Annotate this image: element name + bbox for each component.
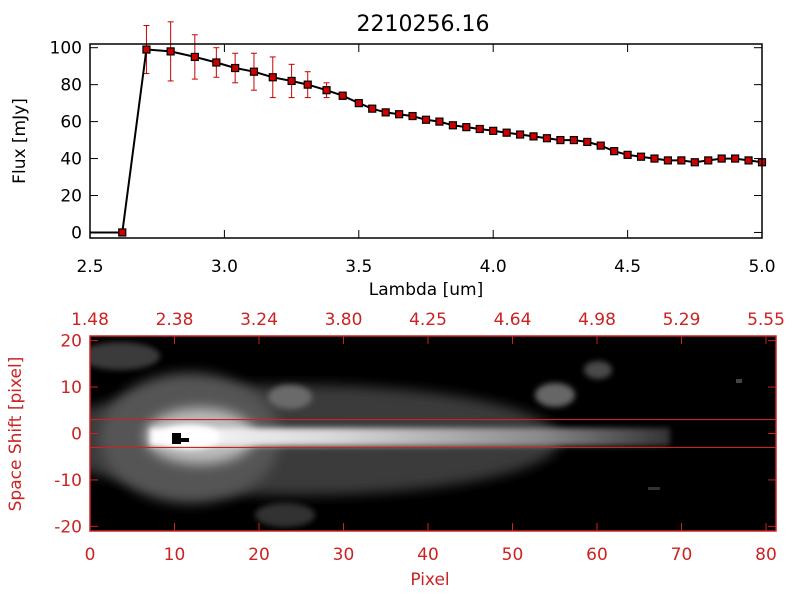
spectrum-point <box>118 228 127 237</box>
spectrum-y-tick-labels: 0 20 40 60 80 100 <box>50 39 82 244</box>
spectrum-line <box>90 48 763 234</box>
spectrum-frame <box>89 43 763 239</box>
image-top-tick-label: 2.38 <box>156 310 194 330</box>
image-x-tick-label: 60 <box>586 545 608 565</box>
image-x-tick-label: 20 <box>248 545 270 565</box>
spectrum-x-tick-label: 2.5 <box>76 257 103 277</box>
spectrum-point <box>717 154 726 163</box>
spectrum-x-tick-label: 4.0 <box>480 257 507 277</box>
spectrum-point <box>529 132 538 141</box>
spectrum-point <box>515 130 525 139</box>
image-emission <box>90 342 742 527</box>
spectrum-point <box>190 52 199 62</box>
spectrum-point <box>231 63 240 73</box>
spectrum-point <box>212 58 221 67</box>
spectrum-point <box>448 121 457 130</box>
spectrum-point <box>287 76 296 86</box>
image-x-tick-label: 80 <box>755 545 777 565</box>
spectrum-point <box>408 111 417 121</box>
spectrum-point <box>663 156 673 165</box>
image-y-tick-label: 10 <box>60 378 82 398</box>
spectrum-point <box>249 67 259 76</box>
spectrum-point <box>650 154 659 163</box>
image-y-label: Space Shift [pixel] <box>6 357 26 512</box>
spectrum-point <box>435 117 444 126</box>
spectrum-point <box>569 135 578 145</box>
spectrum-point <box>354 99 363 108</box>
spectrum-point <box>421 115 431 124</box>
spectrum-x-tick-label: 3.5 <box>345 257 372 277</box>
spectrum-point <box>338 91 347 100</box>
image-x-tick-label: 0 <box>85 545 96 565</box>
spectrum-markers <box>118 45 767 237</box>
spectrum-point <box>623 150 632 159</box>
spectrum-point <box>322 86 331 95</box>
image-bad-pixel <box>172 433 181 444</box>
spectrum-point <box>610 147 619 156</box>
image-top-tick-label: 5.29 <box>663 310 701 330</box>
spectrum-point <box>542 134 552 143</box>
spectrum-point <box>690 158 699 167</box>
spectrum-y-tick-label: 0 <box>71 223 82 243</box>
spectrum-point <box>556 135 565 145</box>
image-top-tick-label: 5.55 <box>747 310 785 330</box>
spectrum-tick-marks <box>89 44 763 238</box>
spectrum-x-tick-label: 3.0 <box>211 257 238 277</box>
spectrum-y-tick-label: 80 <box>60 76 82 96</box>
spectrum-y-label: Flux [mJy] <box>10 98 30 184</box>
spectrum-point <box>744 156 753 165</box>
spectrum-point <box>583 137 592 147</box>
image-x-tick-label: 30 <box>333 545 355 565</box>
spectrum-point <box>381 108 390 117</box>
spectrum-x-tick-label: 5.0 <box>748 257 775 277</box>
spectrum-y-tick-label: 40 <box>60 150 82 170</box>
spectrum-point <box>502 128 511 137</box>
image-x-label: Pixel <box>410 570 449 590</box>
spectrum-x-tick-labels: 2.5 3.0 3.5 4.0 4.5 5.0 <box>76 257 775 277</box>
spectrum-point <box>596 141 605 150</box>
spectrum-point <box>636 152 646 161</box>
image-top-tick-label: 1.48 <box>71 310 109 330</box>
spectrum-y-tick-label: 60 <box>60 113 82 133</box>
spectrum-point <box>677 156 686 165</box>
spectrum-x-tick-label: 4.5 <box>614 257 641 277</box>
image-tick-marks <box>89 336 776 531</box>
image-top-tick-label: 4.64 <box>494 310 532 330</box>
image-y-tick-label: 0 <box>71 425 82 445</box>
spectrum-point <box>395 110 404 119</box>
spectrum-point <box>142 45 151 54</box>
spectrum-point <box>303 80 312 89</box>
spectrum-y-tick-label: 20 <box>60 187 82 207</box>
image-top-tick-label: 4.25 <box>409 310 447 330</box>
image-y-tick-labels: -20 -10 0 10 20 <box>54 332 82 538</box>
image-top-tick-label: 3.80 <box>325 310 363 330</box>
image-x-tick-label: 10 <box>164 545 186 565</box>
spectrum-point <box>489 126 498 135</box>
image-x-tick-label: 40 <box>417 545 439 565</box>
spectrum-point <box>462 123 471 132</box>
image-x-tick-label: 70 <box>671 545 693 565</box>
spectrum-point <box>268 73 277 82</box>
spectrum-plot: 2210256.16 2.5 3.0 3.5 4.0 4.5 5.0 0 20 40 60 80 1… <box>10 12 776 300</box>
spectrum-point <box>166 47 175 56</box>
spectrum-point <box>475 124 484 134</box>
spectrum-y-tick-label: 100 <box>50 39 82 59</box>
image-top-tick-label: 4.98 <box>578 310 616 330</box>
spectrum-x-label: Lambda [um] <box>369 280 483 300</box>
spectrum-point <box>368 104 377 113</box>
spatial-image-plot: 0 10 20 30 40 50 60 70 80 1.48 2.38 3.24 3.80 4.25 4.… <box>6 310 785 590</box>
image-top-tick-labels: 1.48 2.38 3.24 3.80 4.25 4.64 4.98 5.29 5.55 <box>71 310 785 330</box>
spectrum-point <box>704 156 713 165</box>
image-y-tick-label: -20 <box>54 517 82 537</box>
image-x-tick-label: 50 <box>502 545 524 565</box>
spectrum-title: 2210256.16 <box>357 12 490 37</box>
spectrum-point <box>731 154 740 163</box>
image-top-tick-label: 3.24 <box>240 310 278 330</box>
image-y-tick-label: -10 <box>54 471 82 491</box>
image-y-tick-label: 20 <box>60 332 82 352</box>
image-x-tick-labels: 0 10 20 30 40 50 60 70 80 <box>85 545 777 565</box>
